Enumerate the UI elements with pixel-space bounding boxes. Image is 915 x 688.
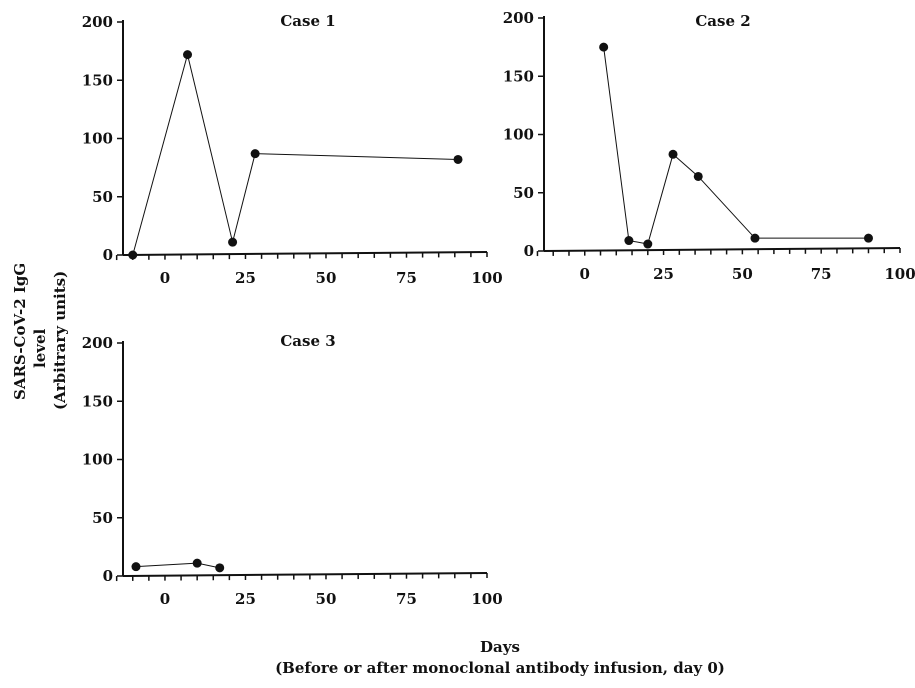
- series-line: [135, 562, 220, 569]
- series-line: [603, 47, 869, 245]
- series-line: [132, 54, 459, 256]
- panel-title: Case 1: [280, 12, 335, 30]
- y-axis-label-line-1: SARS-CoV-2 IgG: [11, 262, 29, 400]
- x-tick-label: 0: [580, 265, 590, 283]
- y-tick-label: 0: [524, 242, 534, 260]
- data-point: [643, 239, 653, 249]
- x-tick-label: 50: [316, 269, 337, 287]
- y-axis-label-line-3: (Arbitrary units): [51, 270, 69, 410]
- x-axis-line: [122, 572, 488, 577]
- x-tick-label: 0: [160, 590, 170, 608]
- x-tick-label: 25: [235, 590, 256, 608]
- data-point: [228, 237, 238, 247]
- panel-title: Case 3: [280, 332, 335, 350]
- y-tick-label: 0: [103, 246, 113, 264]
- x-tick-label: 25: [235, 269, 256, 287]
- panel-case-3: 0 50 100 150 200 0 25 50 75 100 Case 3: [82, 332, 503, 608]
- x-tick-label: 100: [471, 590, 502, 608]
- data-point: [750, 233, 760, 243]
- data-point: [250, 149, 260, 159]
- panel-case-2: 0 50 100 150 200 0 25 50 75 100 Case 2: [503, 9, 915, 283]
- y-tick-label: 150: [503, 67, 534, 85]
- data-point: [192, 558, 202, 568]
- data-point: [131, 562, 141, 572]
- data-point: [215, 563, 225, 573]
- y-tick-label: 150: [82, 71, 113, 89]
- x-tick-label: 75: [396, 269, 417, 287]
- x-tick-label: 25: [653, 265, 674, 283]
- y-axis-label-line-2: level: [31, 328, 49, 368]
- x-tick-label: 100: [884, 265, 915, 283]
- y-tick-label: 0: [103, 567, 113, 585]
- data-point: [693, 171, 703, 181]
- y-tick-label: 200: [503, 9, 534, 27]
- y-tick-label: 50: [92, 509, 113, 527]
- y-tick-label: 200: [82, 334, 113, 352]
- x-axis-label-line-1: Days: [480, 638, 520, 656]
- panel-case-1: 0 50 100 150 200 0 25 50 75 100 Case 1: [82, 12, 503, 287]
- data-point: [668, 149, 678, 159]
- y-tick-label: 50: [513, 184, 534, 202]
- data-point: [128, 250, 138, 260]
- x-tick-label: 50: [316, 590, 337, 608]
- y-tick-label: 150: [82, 392, 113, 410]
- x-tick-label: 50: [732, 265, 753, 283]
- y-tick-label: 50: [92, 188, 113, 206]
- y-tick-label: 100: [503, 126, 534, 144]
- data-point: [453, 154, 463, 164]
- x-axis-label-line-2: (Before or after monoclonal antibody inf…: [275, 659, 725, 677]
- x-tick-label: 75: [811, 265, 832, 283]
- x-axis-label: Days (Before or after monoclonal antibod…: [250, 637, 750, 679]
- x-tick-label: 75: [396, 590, 417, 608]
- data-point: [863, 233, 873, 243]
- x-tick-label: 0: [160, 269, 170, 287]
- panel-title: Case 2: [695, 12, 750, 30]
- y-tick-label: 200: [82, 13, 113, 31]
- data-point: [624, 236, 634, 246]
- data-point: [183, 50, 193, 60]
- y-tick-label: 100: [82, 451, 113, 469]
- data-point: [599, 42, 609, 52]
- x-axis-line: [122, 251, 488, 256]
- y-axis-label: SARS-CoV-2 IgG level (Arbitrary units): [11, 200, 71, 460]
- x-axis-line: [543, 247, 901, 252]
- y-tick-label: 100: [82, 130, 113, 148]
- x-tick-label: 100: [471, 269, 502, 287]
